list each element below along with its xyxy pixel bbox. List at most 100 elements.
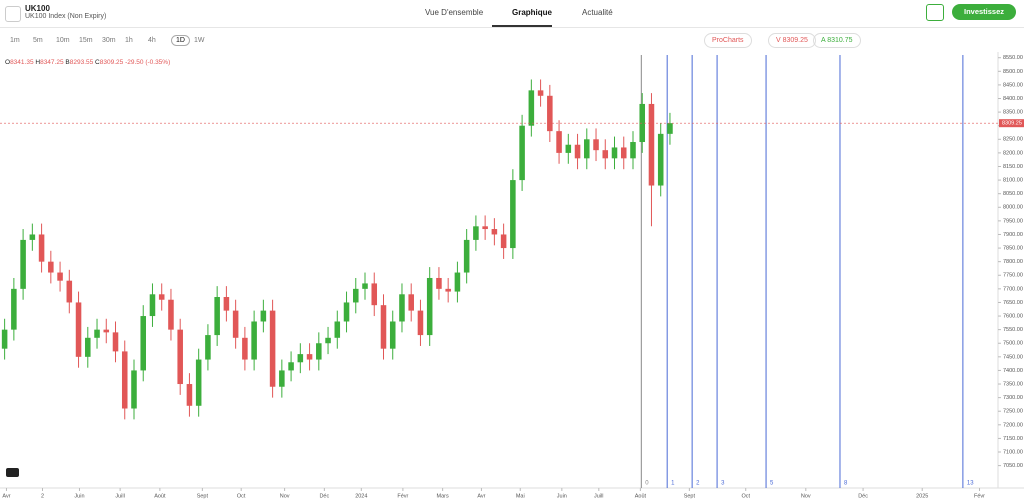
candle-body — [547, 95, 553, 132]
candle-body — [242, 337, 248, 360]
ohlc-h: 8347.25 — [40, 59, 64, 66]
timeframe[interactable]: 1D — [171, 35, 190, 46]
candle-body — [528, 90, 535, 126]
timeframe[interactable]: 15m — [79, 37, 93, 44]
y-tick-label: 7250.00 — [1003, 409, 1023, 415]
candle-body — [121, 351, 128, 409]
tab[interactable]: Actualité — [582, 8, 613, 17]
y-tick-label: 8450.00 — [1003, 82, 1023, 88]
candle-body — [112, 332, 119, 352]
x-tick-label: Juin — [74, 493, 84, 499]
y-tick-label: 7450.00 — [1003, 354, 1023, 360]
candle-body — [584, 139, 590, 159]
fib-label: 3 — [721, 481, 725, 487]
x-tick-label: Août — [154, 493, 166, 499]
fib-label: 8 — [844, 481, 848, 487]
x-tick-label: Mai — [516, 493, 525, 499]
y-tick-label: 7600.00 — [1003, 314, 1023, 320]
watchlist-button[interactable] — [926, 4, 944, 21]
y-tick-label: 7400.00 — [1003, 368, 1023, 374]
candle-body — [463, 239, 470, 273]
y-tick-label: 8500.00 — [1003, 69, 1023, 75]
candle-body — [371, 283, 378, 306]
candle-body — [131, 370, 137, 409]
y-tick-label: 7200.00 — [1003, 422, 1023, 428]
y-tick-label: 8000.00 — [1003, 205, 1023, 211]
x-tick-label: Nov — [280, 493, 290, 499]
tab-active[interactable]: Graphique — [512, 8, 553, 17]
x-tick-label: Août — [635, 493, 647, 499]
candle-body — [158, 294, 165, 300]
procharts-button[interactable]: ProCharts — [704, 33, 752, 48]
timeframe[interactable]: 1W — [194, 37, 205, 44]
candle-body — [556, 131, 562, 153]
y-tick-label: 7700.00 — [1003, 286, 1023, 292]
candle-body — [352, 288, 359, 303]
x-tick-label: Avr — [2, 493, 10, 499]
fib-label: 1 — [671, 481, 675, 487]
y-tick-label: 7850.00 — [1003, 246, 1023, 252]
invest-button[interactable]: Investissez — [952, 4, 1016, 20]
ohlc-change-pct: (-0.35%) — [145, 59, 170, 66]
candle-body — [306, 354, 313, 360]
y-tick-label: 8400.00 — [1003, 96, 1023, 102]
x-tick-label: 2025 — [916, 493, 928, 499]
candle-body — [611, 147, 618, 159]
y-tick-label: 8100.00 — [1003, 178, 1023, 184]
candle-body — [602, 150, 609, 159]
timeframe[interactable]: 30m — [102, 37, 116, 44]
buy-button[interactable]: A 8310.75 — [813, 33, 861, 48]
y-tick-label: 7950.00 — [1003, 218, 1023, 224]
instrument-name: UK100 Index (Non Expiry) — [25, 13, 107, 20]
top-bar: UK100 UK100 Index (Non Expiry) Vue D'ens… — [0, 0, 1024, 28]
x-tick-label: Févr — [974, 493, 985, 499]
last-price-label: 8309.25 — [1002, 121, 1022, 127]
candle-body — [473, 226, 479, 240]
ohlc-l: 8293.55 — [70, 59, 94, 66]
x-tick-label: Déc — [858, 493, 868, 499]
candle-body — [620, 147, 627, 159]
y-tick-label: 8250.00 — [1003, 137, 1023, 143]
x-tick-label: Sept — [197, 493, 209, 499]
candle-body — [223, 297, 230, 311]
timeframe[interactable]: 1h — [125, 37, 133, 44]
candle-body — [648, 103, 655, 186]
candle-body — [94, 329, 100, 338]
y-tick-label: 7800.00 — [1003, 259, 1023, 265]
ohlc-c-label: C — [95, 59, 100, 66]
candle-body — [11, 288, 17, 330]
candle-body — [316, 343, 322, 360]
timeframe[interactable]: 4h — [148, 37, 156, 44]
toolbar: 1m 5m 10m 15m 30m 1h 4h 1D 1W ProCharts V 8309.2… — [0, 28, 1024, 52]
candle-body — [519, 125, 525, 181]
timeframe[interactable]: 10m — [56, 37, 70, 44]
sell-button[interactable]: V 8309.25 — [768, 33, 816, 48]
y-tick-label: 7900.00 — [1003, 232, 1023, 238]
x-tick-label: 2 — [41, 493, 44, 499]
candle-body — [1, 329, 8, 349]
x-tick-label: Juin — [557, 493, 567, 499]
candle-body — [500, 234, 507, 249]
candle-body — [57, 272, 63, 281]
candle-body — [29, 234, 36, 240]
x-tick-label: Juill — [594, 493, 603, 499]
candle-body — [195, 359, 202, 406]
y-tick-label: 8350.00 — [1003, 110, 1023, 116]
tab[interactable]: Vue D'ensemble — [425, 8, 484, 17]
fib-label: 0 — [645, 481, 649, 487]
x-tick-label: Nov — [801, 493, 811, 499]
x-tick-label: Mars — [437, 493, 449, 499]
last-price-tag — [999, 119, 1024, 128]
candle-body — [177, 329, 183, 385]
candle-body — [251, 321, 257, 360]
candle-body — [232, 310, 239, 338]
candle-body — [667, 123, 673, 134]
candle-body — [426, 277, 433, 336]
timeframe[interactable]: 1m — [10, 37, 20, 44]
x-tick-label: 2024 — [355, 493, 367, 499]
timeframe[interactable]: 5m — [33, 37, 43, 44]
x-tick-label: Févr — [397, 493, 408, 499]
candle-body — [408, 294, 414, 311]
tab-underline — [492, 25, 552, 27]
